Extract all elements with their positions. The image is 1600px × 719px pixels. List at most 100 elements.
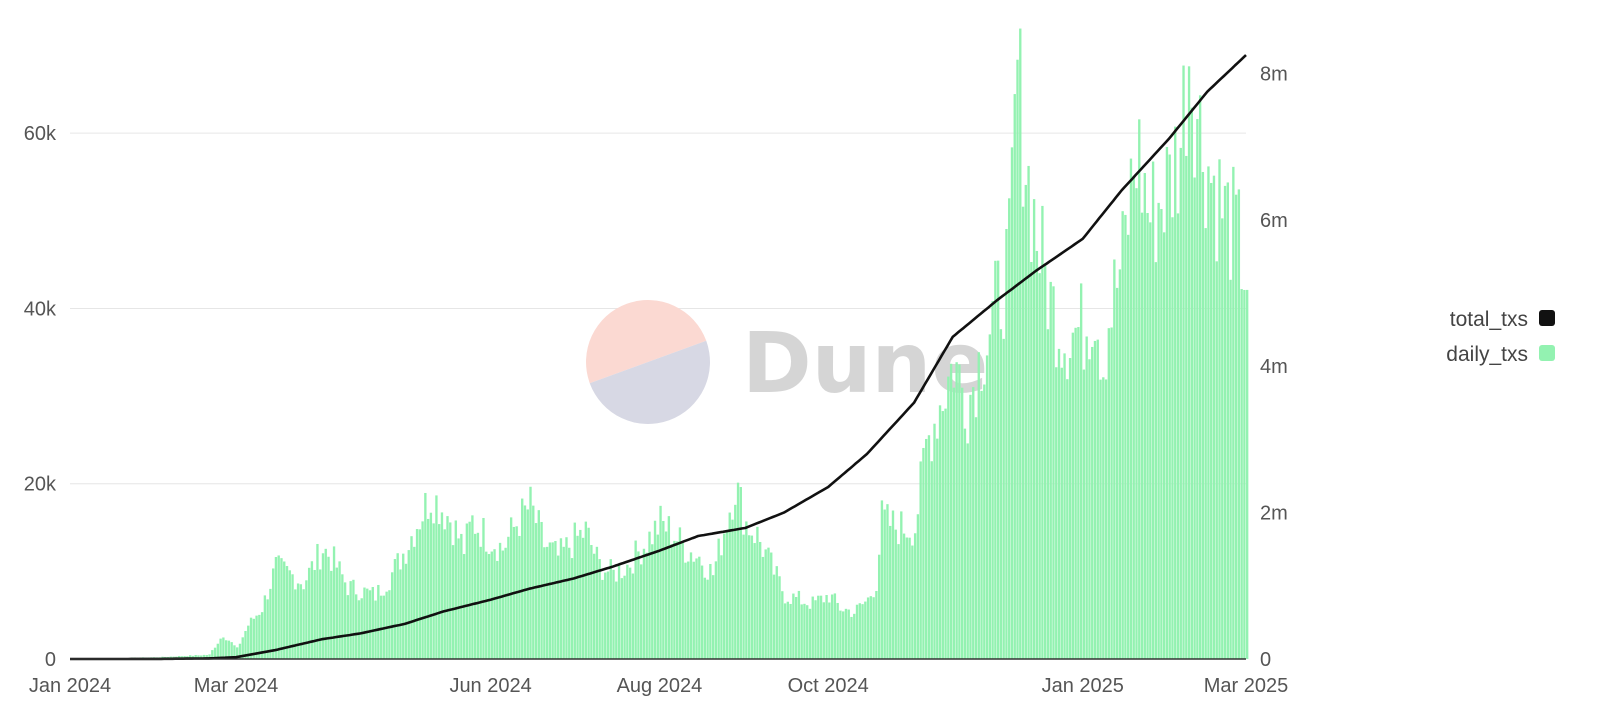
daily-txs-bar [1046, 329, 1050, 659]
y-left-tick-label: 0 [45, 649, 56, 671]
daily-txs-bar [540, 521, 543, 659]
daily-txs-bar [222, 637, 225, 659]
daily-txs-bar [905, 537, 909, 659]
daily-txs-bar [424, 492, 427, 659]
daily-txs-bar [711, 575, 715, 659]
daily-txs-bar [631, 573, 635, 659]
daily-txs-bar [612, 569, 615, 659]
daily-txs-bar [1135, 188, 1138, 659]
legend-item-total-txs[interactable]: total_txs [1450, 308, 1555, 331]
daily-txs-bar [429, 512, 433, 659]
daily-txs-bar [551, 542, 554, 659]
daily-txs-bar [925, 438, 928, 659]
y-left-tick-label: 40k [24, 298, 57, 320]
daily-txs-bar [1044, 263, 1047, 659]
daily-txs-bar [689, 552, 693, 659]
daily-txs-bar [507, 536, 510, 659]
daily-txs-bar [999, 329, 1003, 659]
daily-txs-bar [509, 517, 513, 659]
x-axis: Jan 2024 Mar 2024 Jun 2024 Aug 2024 Oct 2024… [29, 675, 1288, 697]
daily-txs-bar [695, 558, 698, 659]
daily-txs-bar [969, 394, 972, 659]
daily-txs-bar [1041, 205, 1044, 660]
watermark: Dune [586, 300, 988, 424]
daily-txs-bar [385, 591, 388, 659]
daily-txs-bar [366, 588, 369, 659]
daily-txs-bar [651, 544, 654, 659]
daily-txs-bar [994, 260, 997, 659]
daily-txs-bar [1024, 184, 1027, 660]
daily-txs-bar [648, 531, 651, 659]
daily-txs-bar [457, 538, 460, 659]
daily-txs-bar [664, 531, 668, 659]
daily-txs-bar [324, 548, 327, 659]
daily-txs-bar [576, 535, 579, 659]
daily-txs-bar [277, 555, 280, 659]
daily-txs-bar [1010, 147, 1014, 659]
daily-txs-bar [562, 546, 565, 659]
daily-txs-bar [988, 334, 992, 659]
daily-txs-bar [814, 600, 817, 659]
daily-txs-bar [1129, 158, 1133, 660]
daily-txs-bar [537, 510, 540, 659]
daily-txs-bar [761, 556, 765, 659]
x-tick-label: Jun 2024 [449, 675, 531, 697]
legend-item-daily-txs[interactable]: daily_txs [1446, 343, 1555, 366]
daily-txs-bar [819, 595, 823, 659]
daily-txs-bar [927, 435, 931, 659]
y-right-tick-label: 2m [1260, 503, 1288, 525]
daily-txs-bar [316, 543, 319, 659]
daily-txs-bar [626, 564, 629, 659]
daily-txs-bar [634, 540, 637, 659]
daily-txs-bar [471, 515, 474, 659]
legend-swatch-daily-txs [1539, 345, 1555, 361]
daily-txs-bar [230, 642, 233, 659]
daily-txs-bar [794, 596, 798, 659]
daily-txs-bar [404, 563, 408, 659]
daily-txs-bar [338, 561, 341, 659]
legend-label-total-txs: total_txs [1450, 308, 1528, 331]
daily-txs-bar [1176, 213, 1180, 659]
daily-txs-bar [335, 567, 338, 659]
daily-txs-bar [283, 561, 286, 659]
legend: total_txs daily_txs [1446, 308, 1555, 366]
daily-txs-bar [319, 569, 322, 659]
daily-txs-bar [1229, 279, 1232, 659]
daily-txs-bar [869, 596, 873, 659]
daily-txs-bar [1160, 209, 1163, 659]
daily-txs-bar [399, 569, 402, 659]
daily-txs-bar [568, 547, 571, 659]
daily-txs-bar [208, 654, 211, 659]
daily-txs-bar [1099, 379, 1102, 659]
daily-txs-bar [703, 577, 707, 659]
daily-txs-bar [426, 518, 430, 659]
daily-txs-bar [211, 650, 214, 659]
daily-txs-bar [673, 540, 676, 659]
daily-txs-bar [590, 545, 593, 659]
daily-txs-bar [327, 556, 330, 659]
daily-txs-bar [817, 595, 820, 659]
daily-txs-bar [393, 559, 397, 659]
daily-txs-bar [620, 578, 623, 659]
daily-txs-bar [288, 570, 291, 659]
daily-txs-bar [822, 602, 825, 659]
daily-txs-bar [482, 517, 485, 659]
daily-txs-bar [656, 534, 659, 659]
daily-txs-bar [678, 527, 682, 659]
daily-txs-bar [349, 581, 352, 659]
daily-txs-bar [260, 612, 264, 659]
daily-txs-bar [418, 529, 422, 659]
daily-txs-bar [438, 524, 441, 659]
daily-txs-bar [758, 541, 762, 659]
daily-txs-bar [545, 546, 549, 659]
daily-txs-bar [825, 595, 828, 659]
x-tick-label: Jan 2024 [29, 675, 111, 697]
daily-txs-bar [321, 553, 325, 659]
daily-txs-bar [902, 533, 906, 659]
daily-txs-bar [1063, 353, 1066, 659]
daily-txs-bar [413, 546, 416, 659]
daily-txs-bar [299, 584, 303, 659]
daily-txs-bar [1060, 367, 1063, 659]
daily-txs-bar [241, 637, 244, 659]
daily-txs-bar [1002, 338, 1005, 659]
